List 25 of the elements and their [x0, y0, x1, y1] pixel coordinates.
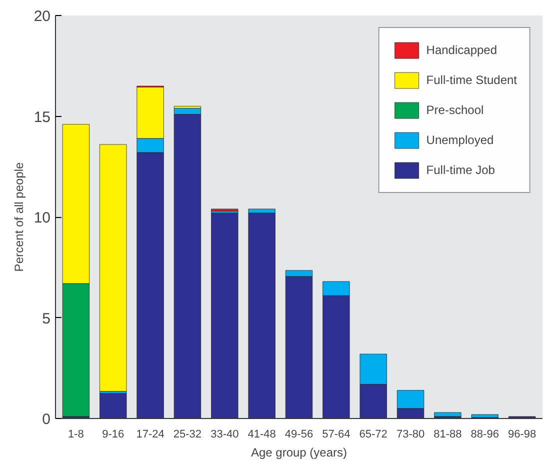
legend-label: Full-time Job	[426, 163, 495, 177]
x-tick-label: 96-98	[508, 428, 536, 440]
x-tick-label: 88-96	[470, 428, 499, 440]
legend-label: Unemployed	[426, 133, 494, 147]
y-tick-label: 15	[34, 108, 51, 126]
x-tick-label: 49-56	[284, 428, 314, 440]
y-tick-label: 10	[34, 210, 51, 226]
y-tick-label: 5	[42, 310, 50, 328]
legend-label: Pre-school	[426, 103, 484, 117]
x-tick-label: 25-32	[173, 428, 202, 440]
y-axis-title: Percent of all people	[12, 162, 26, 272]
y-tick-label: 0	[42, 411, 50, 428]
x-tick-label: 73-80	[396, 428, 425, 440]
y-tick-label: 20	[34, 8, 51, 25]
legend-label: Handicapped	[426, 43, 498, 57]
x-tick-label: 33-40	[210, 428, 239, 440]
x-tick-label: 81-88	[434, 428, 462, 440]
x-tick-label: 9-16	[102, 428, 124, 440]
legend-label: Full-time Student	[426, 73, 517, 87]
x-tick-label: 17-24	[136, 428, 164, 440]
x-tick-label: 65-72	[359, 428, 388, 440]
x-tick-label: 1-8	[68, 428, 84, 440]
x-tick-label: 57-64	[322, 428, 350, 440]
x-tick-label: 41-48	[248, 428, 276, 440]
x-axis-title: Age group (years)	[250, 446, 348, 460]
